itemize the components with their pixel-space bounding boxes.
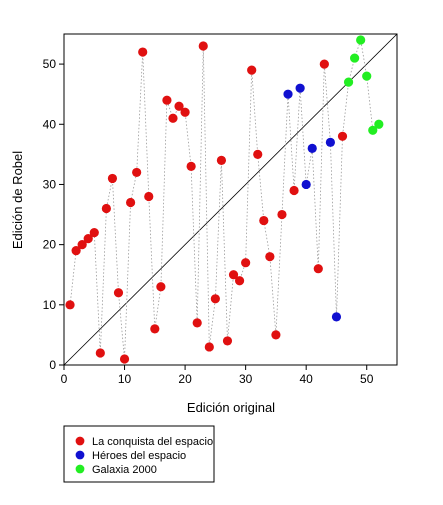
legend-label: Héroes del espacio [92,450,186,462]
x-tick-label: 50 [360,372,374,386]
data-point [337,131,348,141]
data-point [271,330,281,340]
series-1 [65,41,348,364]
y-axis-title: Edición de Robel [10,151,25,249]
data-point [144,191,154,202]
series-3 [343,35,384,135]
data-point [313,264,323,274]
data-point [241,258,251,268]
data-point [295,83,305,93]
data-point [234,276,245,286]
data-point [307,143,317,153]
data-point [89,228,99,238]
x-axis-title: Edición original [187,400,275,415]
data-point [138,47,148,57]
data-point [126,197,136,208]
y-tick-label: 50 [43,57,57,71]
data-point [83,234,93,244]
data-point [65,300,75,310]
x-tick-label: 20 [178,372,192,386]
data-point [198,41,208,51]
data-point [277,209,287,220]
data-point [168,113,178,123]
data-point [77,240,87,250]
data-point [228,270,239,280]
y-tick-label: 10 [43,298,57,312]
data-point [319,59,329,69]
y-tick-label: 40 [43,117,57,131]
series-2 [283,83,342,322]
data-point [162,95,172,105]
x-tick-label: 40 [300,372,314,386]
legend-marker [75,464,85,474]
data-point [204,342,214,352]
legend-box [63,425,215,483]
data-point [186,161,196,171]
data-point [356,35,366,45]
y-tick-label: 20 [43,238,57,252]
identity-line [63,33,398,366]
data-point [368,125,378,135]
plot-area [63,33,398,366]
legend: La conquista del espacio Héroes del espac… [75,436,213,476]
x-tick-label: 30 [239,372,253,386]
data-point [325,137,335,147]
data-point [216,155,227,165]
data-point [331,312,342,322]
data-point [350,53,360,63]
data-point [174,101,184,111]
data-point [113,288,124,298]
data-point [95,348,105,358]
data-point [192,318,202,328]
data-point [71,246,81,256]
data-point [247,65,257,75]
data-point [289,185,299,196]
data-point [374,119,384,129]
connecting-line [69,39,380,360]
data-point [119,354,130,364]
data-point [259,215,269,226]
data-point [107,173,118,184]
data-point [180,107,190,117]
data-point [362,71,372,81]
data-point [283,89,293,99]
plot-frame [63,33,398,366]
data-point [253,149,263,159]
data-point [132,167,142,178]
y-tick-label: 30 [43,177,57,191]
data-point [301,179,311,190]
x-tick-label: 10 [118,372,132,386]
legend-label: La conquista del espacio [92,436,213,448]
axes: 0 10 20 30 40 50 0 10 20 30 40 50 [43,33,398,386]
data-point [150,324,160,334]
data-point [222,336,233,346]
legend-marker [75,436,85,446]
legend-marker [75,450,85,460]
data-point [156,282,166,292]
x-tick-label: 0 [61,372,68,386]
data-point [343,77,354,87]
data-point [265,252,275,262]
data-point [210,294,220,304]
legend-label: Galaxia 2000 [92,464,157,476]
data-point [101,203,111,214]
y-tick-label: 0 [49,358,56,372]
